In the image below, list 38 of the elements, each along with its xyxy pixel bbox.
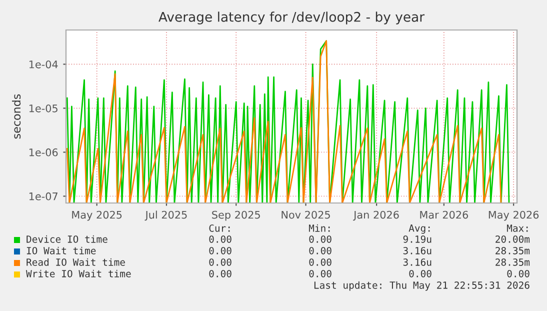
text: 20.00m <box>496 235 530 243</box>
legend-label: IO Wait time <box>26 246 96 254</box>
x-tick-label: Nov 2025 <box>282 210 330 219</box>
x-tick-label: Mar 2026 <box>420 210 468 219</box>
text: 0.00 <box>209 235 232 243</box>
legend-label: Read IO Wait time <box>26 258 125 266</box>
text: 0.00 <box>309 258 332 266</box>
legend-label: Write IO Wait time <box>26 270 131 278</box>
x-tick-label: May 2026 <box>488 210 539 221</box>
text: 0.00 <box>309 270 332 278</box>
text: Max: <box>506 224 528 232</box>
text: 3.16u <box>403 258 432 266</box>
text: 0.00 <box>309 246 332 254</box>
text: Avg: <box>408 224 430 234</box>
text: 28.35m <box>496 258 530 266</box>
text: 3.16u <box>403 246 432 254</box>
y-tick-label: 1e-06 <box>29 148 58 156</box>
x-tick-label: Jul 2025 <box>144 210 187 221</box>
x-tick-label: Sep 2025 <box>212 210 260 221</box>
legend-label: Device IO time <box>26 235 108 243</box>
chart-title: Average latency for /dev/loop2 - by year <box>158 12 425 24</box>
text: 0.00 <box>309 235 332 243</box>
y-tick-label: 1e-07 <box>29 192 58 200</box>
text: 0.00 <box>209 246 232 254</box>
x-tick-label: Jan 2026 <box>353 210 399 221</box>
text: 0.00 <box>507 270 530 278</box>
y-tick-label: 1e-04 <box>29 60 58 68</box>
text: 28.35m <box>496 246 530 254</box>
text: Cur: <box>209 224 230 232</box>
x-tick-label: May 2025 <box>72 210 122 221</box>
text: 0.00 <box>209 270 232 278</box>
text: 9.19u <box>403 235 432 243</box>
text: 0.00 <box>209 258 232 266</box>
text: Last update: Thu May 21 22:55:31 2026 <box>314 281 530 291</box>
text: 0.00 <box>409 270 432 278</box>
y-axis-title: seconds <box>12 94 21 139</box>
y-tick-label: 1e-05 <box>29 104 58 112</box>
text: Min: <box>308 224 330 232</box>
